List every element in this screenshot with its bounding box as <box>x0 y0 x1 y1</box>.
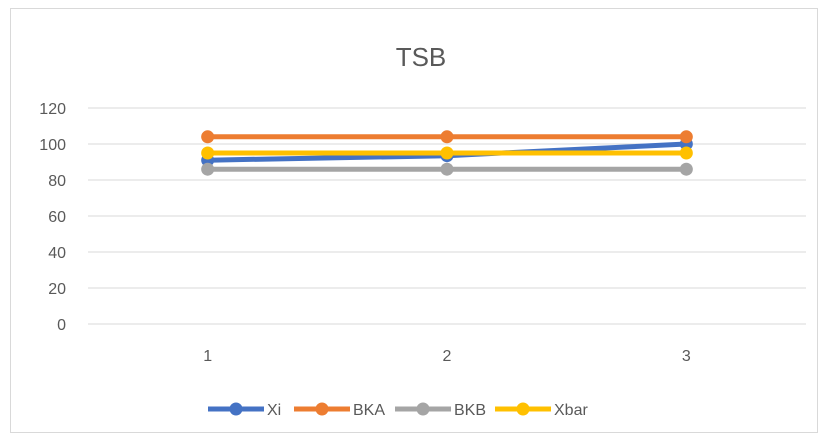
legend-label: Xi <box>267 402 281 419</box>
legend-label: BKA <box>353 402 385 419</box>
legend-swatch-marker <box>516 402 530 416</box>
x-axis-ticks: 1 2 3 <box>203 348 691 365</box>
data-point <box>440 146 454 160</box>
series-bka <box>201 130 693 144</box>
series-bkb <box>201 162 693 176</box>
legend-swatch-marker <box>416 402 430 416</box>
y-tick-label: 80 <box>48 173 66 190</box>
data-point <box>440 130 454 144</box>
y-tick-label: 120 <box>39 101 66 118</box>
legend-label: BKB <box>454 402 486 419</box>
chart-title: TSB <box>396 42 447 72</box>
y-tick-label: 20 <box>48 281 66 298</box>
series-xbar <box>201 146 693 160</box>
y-tick-label: 40 <box>48 245 66 262</box>
data-point <box>201 130 215 144</box>
y-axis-ticks: 0 20 40 60 80 100 120 <box>39 101 66 334</box>
data-point <box>201 146 215 160</box>
legend-label: Xbar <box>554 402 588 419</box>
x-tick-label: 3 <box>682 348 691 365</box>
legend-swatch-marker <box>229 402 243 416</box>
legend-swatch-marker <box>315 402 329 416</box>
legend: Xi BKA BKB Xbar <box>208 402 588 419</box>
data-point <box>440 162 454 176</box>
series-group <box>201 130 693 176</box>
x-tick-label: 2 <box>443 348 452 365</box>
legend-item-xi: Xi <box>208 402 281 419</box>
legend-item-xbar: Xbar <box>495 402 588 419</box>
y-tick-label: 60 <box>48 209 66 226</box>
chart-area <box>10 8 818 433</box>
x-tick-label: 1 <box>203 348 212 365</box>
data-point <box>201 162 215 176</box>
data-point <box>679 146 693 160</box>
legend-item-bka: BKA <box>294 402 385 419</box>
y-tick-label: 0 <box>57 317 66 334</box>
y-tick-label: 100 <box>39 137 66 154</box>
data-point <box>679 162 693 176</box>
legend-item-bkb: BKB <box>395 402 486 419</box>
data-point <box>679 130 693 144</box>
